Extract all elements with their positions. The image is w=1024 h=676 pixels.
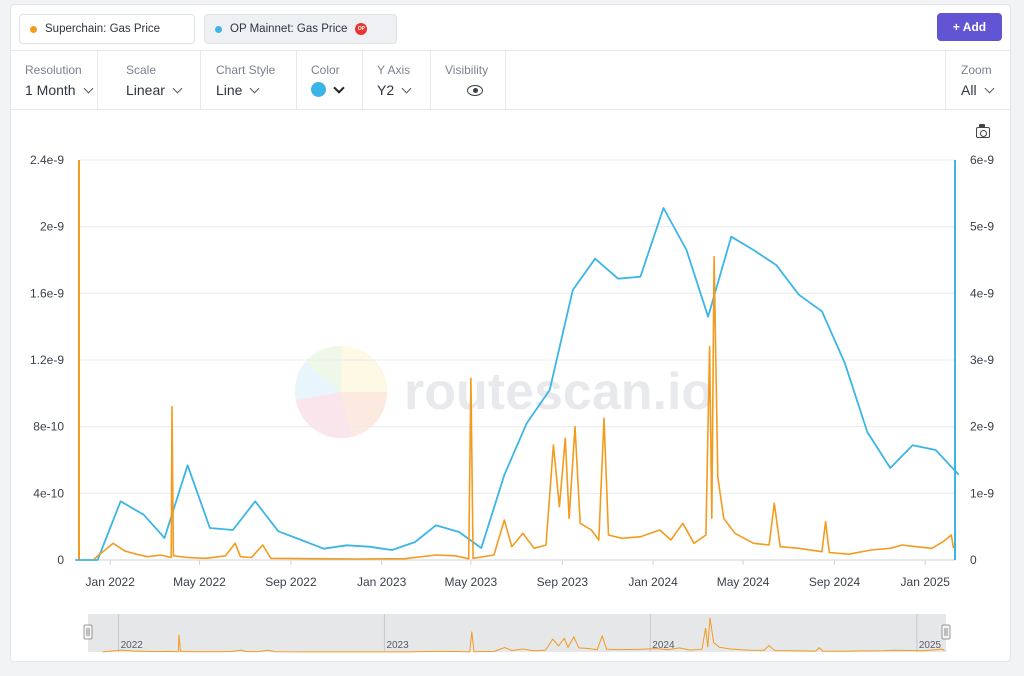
visibility-control[interactable]: Visibility	[431, 51, 506, 109]
zoom-label: Zoom	[961, 63, 992, 77]
chart-style-value: Line	[216, 82, 243, 98]
navigator-background	[88, 614, 946, 652]
scale-control[interactable]: Scale Linear	[112, 51, 201, 109]
resolution-label: Resolution	[25, 63, 82, 77]
y-left-tick-label: 2e-9	[40, 220, 64, 234]
resolution-control[interactable]: Resolution 1 Month	[11, 51, 98, 109]
y-axis-value: Y2	[377, 82, 395, 98]
chart-card: Superchain: Gas Price OP Mainnet: Gas Pr…	[10, 4, 1011, 662]
zoom-value: All	[961, 82, 977, 98]
series-pill-superchain[interactable]: Superchain: Gas Price	[19, 14, 195, 44]
y-left-tick-label: 2.4e-9	[30, 153, 64, 167]
x-tick-label: May 2024	[717, 575, 770, 589]
x-tick-label: Sep 2023	[537, 575, 589, 589]
y-right-tick-label: 2e-9	[970, 420, 994, 434]
y-left-tick-label: 1.2e-9	[30, 353, 64, 367]
y-right-tick-label: 0	[970, 553, 977, 567]
eye-icon	[467, 85, 483, 96]
op-logo-icon: OP	[355, 23, 368, 35]
watermark-text: routescan.io	[404, 363, 713, 421]
range-navigator[interactable]: 2022 2023 2024 2025	[83, 614, 951, 653]
y-right-tick-label: 5e-9	[970, 220, 994, 234]
color-control[interactable]: Color	[297, 51, 363, 109]
x-tick-label: Jan 2022	[86, 575, 136, 589]
color-label: Color	[311, 63, 340, 77]
navigator-right-handle[interactable]	[941, 624, 951, 640]
x-tick-label: Sep 2022	[265, 575, 317, 589]
x-tick-label: May 2022	[173, 575, 226, 589]
y-right-tick-label: 3e-9	[970, 353, 994, 367]
chart-style-control[interactable]: Chart Style Line	[202, 51, 297, 109]
navigator-series-line	[102, 617, 945, 653]
y-axis-label: Y Axis	[377, 63, 411, 77]
x-tick-label: Sep 2024	[809, 575, 861, 589]
navigator-year-label: 2025	[919, 640, 942, 651]
series-pill-label: Superchain: Gas Price	[45, 23, 161, 35]
x-tick-label: Jan 2024	[628, 575, 678, 589]
series-pill-op-mainnet[interactable]: OP Mainnet: Gas Price OP	[204, 14, 397, 44]
y-right-tick-label: 6e-9	[970, 153, 994, 167]
resolution-value: 1 Month	[25, 82, 76, 98]
op-mainnet-gas-price-line	[75, 207, 960, 561]
series-pill-label: OP Mainnet: Gas Price	[230, 23, 348, 35]
series-color-dot	[215, 25, 222, 33]
scale-value: Linear	[126, 82, 165, 98]
y-right-tick-label: 1e-9	[970, 486, 994, 500]
visibility-label: Visibility	[445, 63, 489, 77]
series-color-dot	[30, 25, 37, 33]
color-swatch	[311, 82, 326, 97]
y-right-tick-label: 4e-9	[970, 286, 994, 300]
y-left-tick-label: 4e-10	[33, 486, 64, 500]
camera-icon[interactable]	[976, 124, 990, 138]
y-axis-control[interactable]: Y Axis Y2	[363, 51, 431, 109]
navigator-year-label: 2024	[652, 640, 675, 651]
x-tick-label: Jan 2025	[901, 575, 951, 589]
navigator-year-label: 2023	[386, 640, 409, 651]
superchain-gas-price-line	[93, 255, 955, 560]
navigator-year-label: 2022	[121, 640, 144, 651]
scale-label: Scale	[126, 63, 157, 77]
navigator-left-handle[interactable]	[83, 624, 93, 640]
y-left-tick-label: 1.6e-9	[30, 286, 64, 300]
chart-style-label: Chart Style	[216, 63, 276, 77]
x-tick-label: Jan 2023	[357, 575, 407, 589]
y-left-tick-label: 0	[57, 553, 64, 567]
add-series-button[interactable]: + Add	[937, 13, 1002, 41]
y-left-tick-label: 8e-10	[33, 420, 64, 434]
x-tick-label: May 2023	[445, 575, 498, 589]
chart-toolbar: Resolution 1 Month Scale Linear Chart St…	[11, 50, 1010, 110]
watermark: routescan.io	[295, 345, 713, 439]
zoom-control[interactable]: Zoom All	[945, 51, 1010, 109]
